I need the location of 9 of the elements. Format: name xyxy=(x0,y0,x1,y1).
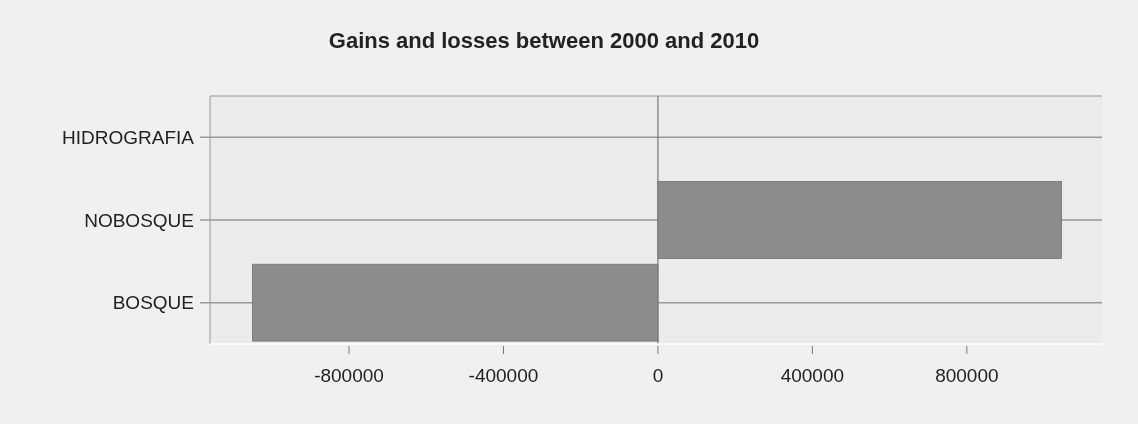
x-tick-label: 400000 xyxy=(780,365,845,386)
x-tick-label: -400000 xyxy=(468,365,539,386)
chart-title: Gains and losses between 2000 and 2010 xyxy=(328,28,760,53)
y-tick-label: NOBOSQUE xyxy=(84,209,194,231)
x-tick-label: 0 xyxy=(652,365,664,386)
x-tick-label: -800000 xyxy=(314,365,384,386)
y-tick-label: BOSQUE xyxy=(112,292,194,314)
x-tick-label: 800000 xyxy=(935,365,999,386)
y-tick-label: HIDROGRAFIA xyxy=(62,126,195,148)
